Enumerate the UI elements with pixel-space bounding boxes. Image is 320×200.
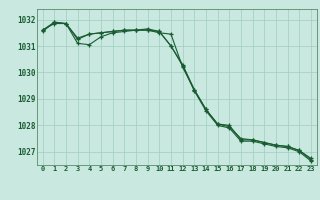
Text: Graphe pression niveau de la mer (hPa): Graphe pression niveau de la mer (hPa)	[58, 182, 262, 191]
